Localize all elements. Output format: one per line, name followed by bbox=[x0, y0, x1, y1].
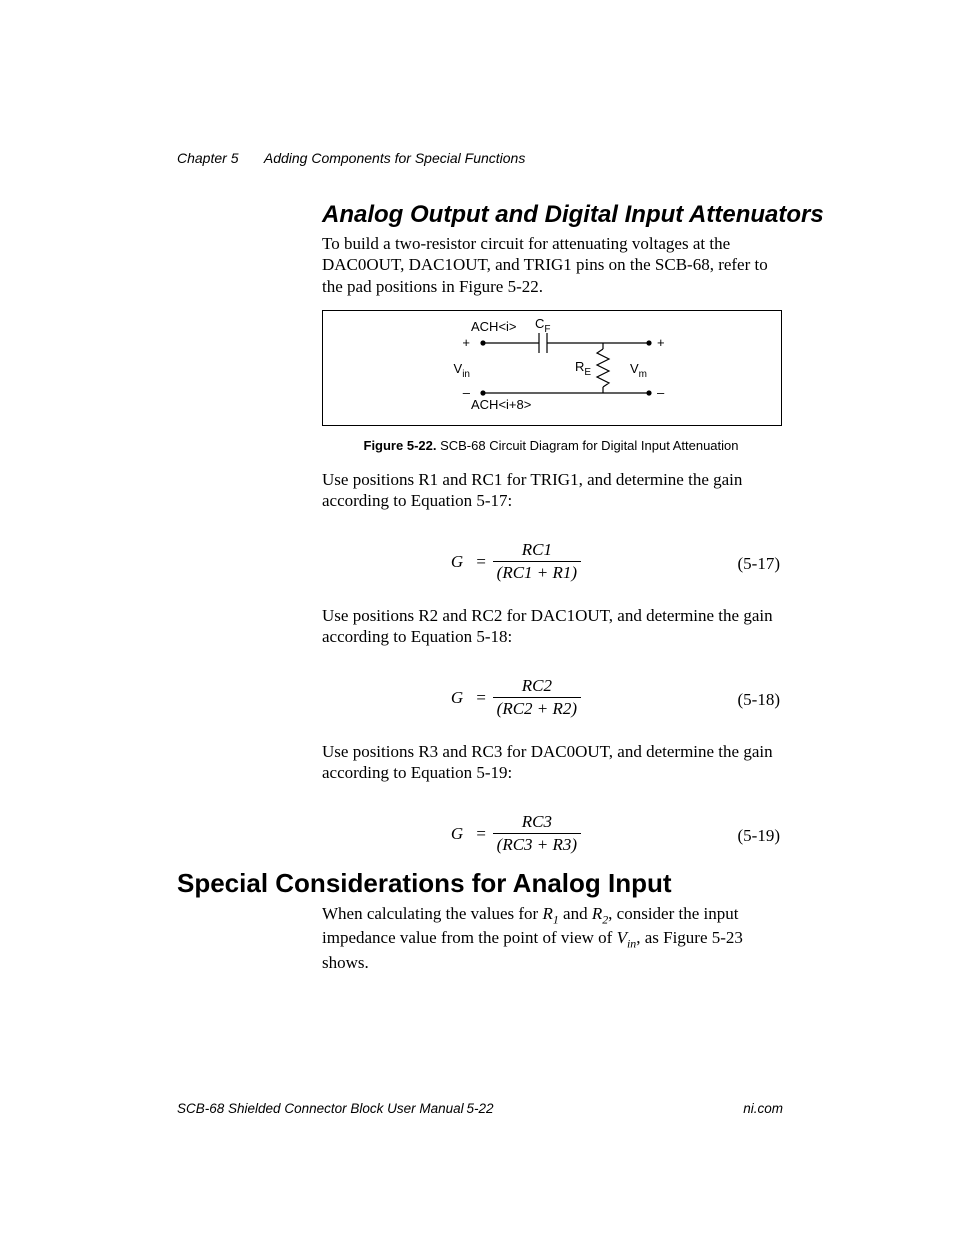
footer-page-number: 5-22 bbox=[177, 1101, 783, 1116]
svg-text:ACH<i>: ACH<i> bbox=[471, 319, 517, 334]
equation-5-19-tag: (5-19) bbox=[738, 826, 780, 846]
page: Chapter 5 Adding Components for Special … bbox=[0, 0, 954, 1235]
equation-5-17: G=RC1(RC1 + R1) (5-17) bbox=[322, 540, 780, 588]
circuit-diagram-svg: ACH<i> ACH<i+8> CF RE + – + – Vin Vm bbox=[323, 311, 781, 425]
svg-text:CF: CF bbox=[535, 316, 551, 335]
paragraph-special: When calculating the values for R1 and R… bbox=[322, 903, 780, 973]
svg-text:Vin: Vin bbox=[454, 361, 470, 380]
figure-5-22-caption: Figure 5-22. SCB-68 Circuit Diagram for … bbox=[322, 438, 780, 453]
equation-5-18-expr: G=RC2(RC2 + R2) bbox=[322, 676, 710, 719]
running-header: Chapter 5 Adding Components for Special … bbox=[177, 150, 525, 166]
svg-text:+: + bbox=[462, 335, 470, 350]
svg-text:RE: RE bbox=[575, 359, 591, 378]
equation-5-19: G=RC3(RC3 + R3) (5-19) bbox=[322, 812, 780, 860]
svg-text:Vm: Vm bbox=[630, 361, 647, 380]
chapter-number: Chapter 5 bbox=[177, 150, 238, 166]
equation-5-17-tag: (5-17) bbox=[738, 554, 780, 574]
paragraph-dac0out: Use positions R3 and RC3 for DAC0OUT, an… bbox=[322, 741, 780, 784]
svg-text:ACH<i+8>: ACH<i+8> bbox=[471, 397, 531, 412]
svg-text:–: – bbox=[463, 385, 471, 400]
equation-5-19-expr: G=RC3(RC3 + R3) bbox=[322, 812, 710, 855]
paragraph-dac1out: Use positions R2 and RC2 for DAC1OUT, an… bbox=[322, 605, 780, 648]
figure-label-bold: Figure 5-22. bbox=[364, 438, 437, 453]
svg-text:+: + bbox=[657, 335, 665, 350]
equation-5-18-tag: (5-18) bbox=[738, 690, 780, 710]
page-footer: SCB-68 Shielded Connector Block User Man… bbox=[177, 1101, 783, 1116]
paragraph-trig1: Use positions R1 and RC1 for TRIG1, and … bbox=[322, 469, 780, 512]
figure-label-rest: SCB-68 Circuit Diagram for Digital Input… bbox=[436, 438, 738, 453]
equation-5-17-expr: G=RC1(RC1 + R1) bbox=[322, 540, 710, 583]
figure-5-22-box: ACH<i> ACH<i+8> CF RE + – + – Vin Vm bbox=[322, 310, 782, 426]
svg-text:–: – bbox=[657, 385, 665, 400]
equation-5-18: G=RC2(RC2 + R2) (5-18) bbox=[322, 676, 780, 724]
chapter-title: Adding Components for Special Functions bbox=[264, 150, 525, 166]
paragraph-intro: To build a two-resistor circuit for atte… bbox=[322, 233, 780, 297]
heading-analog-output: Analog Output and Digital Input Attenuat… bbox=[322, 201, 824, 229]
heading-special-considerations: Special Considerations for Analog Input bbox=[177, 868, 672, 899]
footer-right: ni.com bbox=[743, 1101, 783, 1116]
